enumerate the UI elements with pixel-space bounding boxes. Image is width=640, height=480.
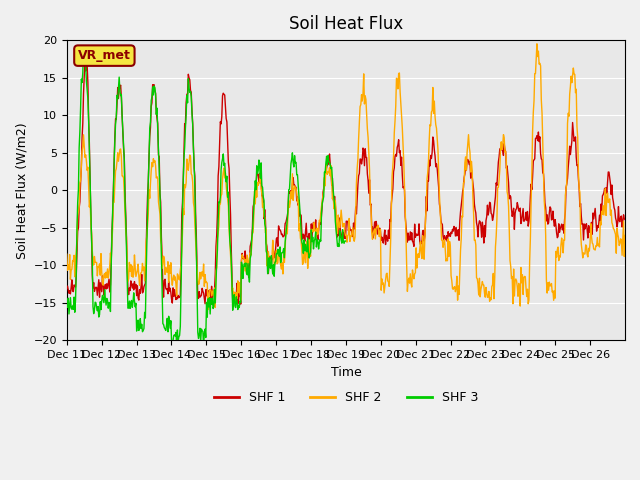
Y-axis label: Soil Heat Flux (W/m2): Soil Heat Flux (W/m2) [15,122,28,259]
Title: Soil Heat Flux: Soil Heat Flux [289,15,403,33]
X-axis label: Time: Time [330,366,361,379]
Text: VR_met: VR_met [78,49,131,62]
Legend: SHF 1, SHF 2, SHF 3: SHF 1, SHF 2, SHF 3 [209,386,483,409]
